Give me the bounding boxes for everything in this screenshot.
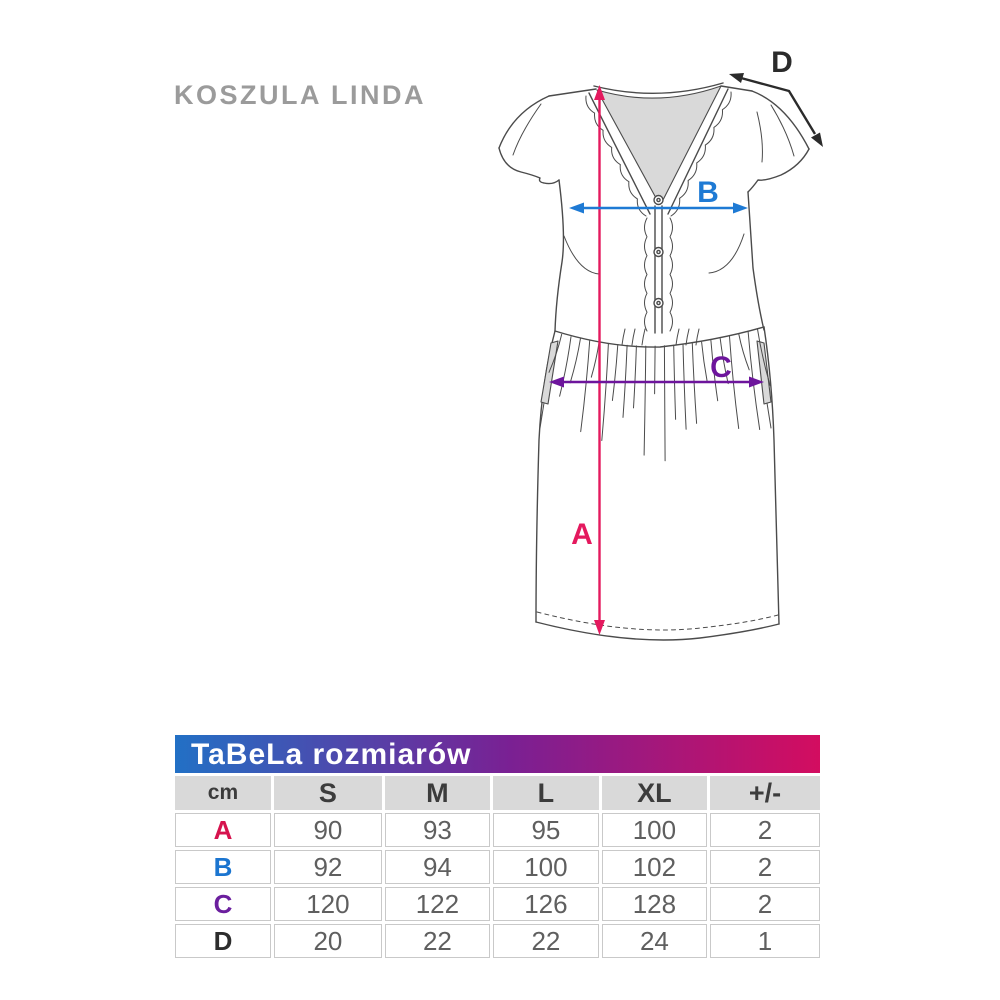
measure-arrow-d: D xyxy=(729,46,823,147)
tolerance-value-cell: 2 xyxy=(709,887,820,921)
measure-label-c: C xyxy=(710,351,732,384)
sleeve-right xyxy=(751,90,810,150)
bust-curve-left xyxy=(563,235,600,275)
bodice-side-right xyxy=(747,191,765,331)
measurement-label-a: A xyxy=(175,813,271,847)
tolerance-value-cell: 2 xyxy=(709,850,820,884)
skirt-side-right xyxy=(763,326,780,625)
size-header-cell-s: S xyxy=(273,776,382,810)
button-hole xyxy=(656,249,661,255)
button xyxy=(653,297,664,309)
arrowhead-right-icon xyxy=(749,376,764,388)
size-table-title: TaBeLa rozmiarów xyxy=(191,738,472,771)
arrowhead-up-icon xyxy=(594,85,605,100)
arrowhead-upleft-icon xyxy=(729,73,744,83)
size-value-cell: 126 xyxy=(492,887,599,921)
sleeve-left-fold xyxy=(512,103,542,156)
size-value-cell: 100 xyxy=(492,850,599,884)
size-value-cell: 22 xyxy=(492,924,599,958)
bust-curve-right xyxy=(708,233,745,274)
size-table: TaBeLa rozmiarów cm S M L XL +/- A xyxy=(175,735,820,961)
size-value-cell: 94 xyxy=(384,850,490,884)
measure-arrow-b: B xyxy=(569,176,748,214)
shoulder-seam-right xyxy=(720,85,753,92)
sleeve-left-hem xyxy=(498,147,560,185)
measurement-row-b: B 92 94 100 102 2 xyxy=(175,850,820,884)
lace-scallop-neck-left xyxy=(585,95,647,217)
measurement-row-c: C 120 122 126 128 2 xyxy=(175,887,820,921)
size-value-cell: 90 xyxy=(273,813,382,847)
tolerance-value-cell: 1 xyxy=(709,924,820,958)
button xyxy=(653,194,664,206)
measurement-label-b: B xyxy=(175,850,271,884)
sleeve-right-hem xyxy=(747,148,810,193)
bodice-side-left xyxy=(554,179,565,332)
size-header-row: cm S M L XL +/- xyxy=(175,776,820,810)
arrowhead-left-icon xyxy=(549,376,564,388)
measurement-label-d: D xyxy=(175,924,271,958)
size-header-cell-l: L xyxy=(492,776,599,810)
neck-trim-right xyxy=(667,88,729,215)
lace-scallop-placket-right xyxy=(669,217,673,332)
shoulder-seam-left xyxy=(548,88,597,97)
pocket-slit-left xyxy=(539,402,545,429)
size-value-cell: 128 xyxy=(601,887,707,921)
size-value-cell: 93 xyxy=(384,813,490,847)
measure-arrow-a: A xyxy=(571,85,605,635)
lace-scallop-neck-right xyxy=(670,91,732,217)
measure-label-b: B xyxy=(697,176,719,209)
size-value-cell: 122 xyxy=(384,887,490,921)
sleeve-left xyxy=(498,95,550,149)
garment-measurement-diagram: A B C D xyxy=(498,46,823,641)
measurement-row-a: A 90 93 95 100 2 xyxy=(175,813,820,847)
garment-outline xyxy=(498,82,810,641)
size-value-cell: 102 xyxy=(601,850,707,884)
size-value-cell: 95 xyxy=(492,813,599,847)
measurement-row-d: D 20 22 22 24 1 xyxy=(175,924,820,958)
size-value-cell: 92 xyxy=(273,850,382,884)
waist-seam xyxy=(554,326,765,348)
sleeve-right-fold xyxy=(770,104,795,157)
product-title: KOSZULA LINDA xyxy=(174,80,426,110)
size-header-cell-m: M xyxy=(384,776,490,810)
size-value-cell: 24 xyxy=(601,924,707,958)
pocket-left xyxy=(540,340,559,405)
arrowhead-downright-icon xyxy=(811,132,823,147)
button-hole xyxy=(656,197,661,203)
size-value-cell: 100 xyxy=(601,813,707,847)
arrowhead-down-icon xyxy=(594,620,605,635)
buttons xyxy=(653,194,664,309)
measure-label-d: D xyxy=(771,46,793,79)
size-table-title-bar: TaBeLa rozmiarów xyxy=(175,735,820,773)
pocket-right xyxy=(756,340,772,405)
back-neck-trim xyxy=(593,82,724,94)
hem xyxy=(535,621,780,641)
measure-arrow-c: C xyxy=(549,351,764,388)
pocket-slit-right xyxy=(766,402,772,429)
size-value-cell: 22 xyxy=(384,924,490,958)
measure-label-a: A xyxy=(571,518,593,551)
hem-stitch-dashed xyxy=(536,611,779,631)
button-hole xyxy=(656,300,661,306)
tolerance-value-cell: 2 xyxy=(709,813,820,847)
measurement-label-c: C xyxy=(175,887,271,921)
size-value-cell: 20 xyxy=(273,924,382,958)
button xyxy=(653,246,664,258)
sleeve-right-fold2 xyxy=(756,111,763,163)
size-grid: cm S M L XL +/- A 90 93 95 100 2 xyxy=(172,773,823,961)
unit-header-cell: cm xyxy=(175,776,271,810)
tolerance-header-cell: +/- xyxy=(709,776,820,810)
lace-scallop-placket-left xyxy=(644,217,648,332)
size-header-cell-xl: XL xyxy=(601,776,707,810)
arrowhead-right-icon xyxy=(733,202,748,214)
size-value-cell: 120 xyxy=(273,887,382,921)
measure-line-d xyxy=(740,76,817,135)
skirt-gathers xyxy=(548,328,771,462)
arrowhead-left-icon xyxy=(569,202,584,214)
